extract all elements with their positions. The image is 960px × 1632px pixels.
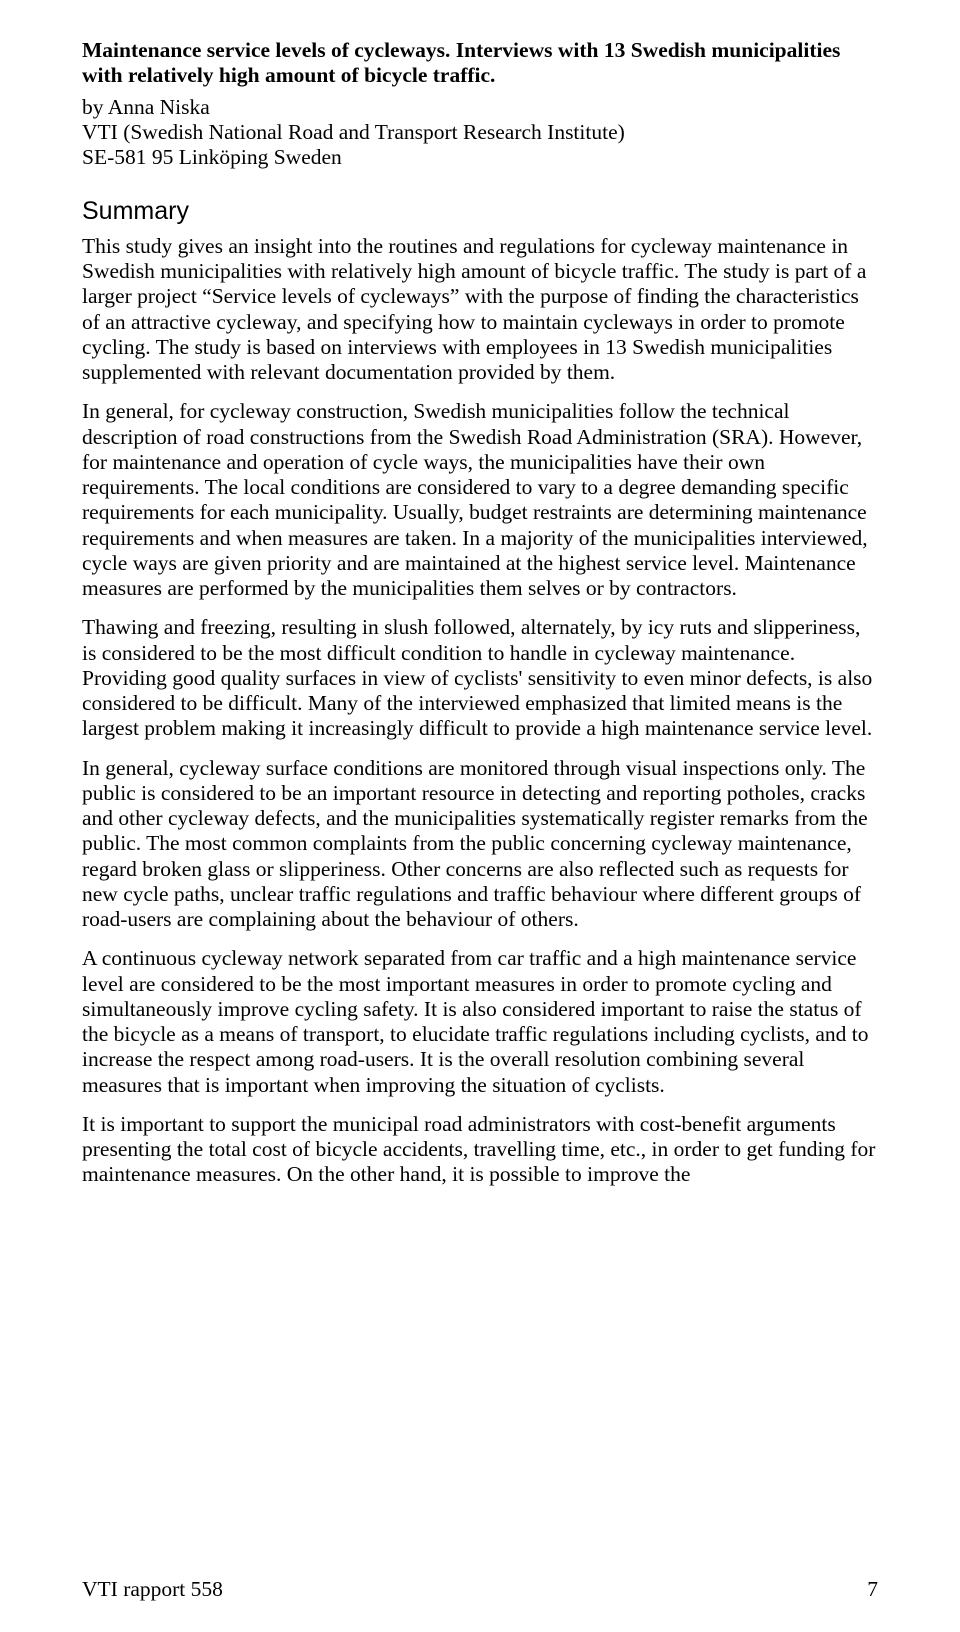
paragraph: A continuous cycleway network separated … (82, 946, 878, 1098)
paragraph: Thawing and freezing, resulting in slush… (82, 615, 878, 741)
byline-org: VTI (Swedish National Road and Transport… (82, 120, 878, 145)
document-title: Maintenance service levels of cycleways.… (82, 38, 878, 89)
paragraph: It is important to support the municipal… (82, 1112, 878, 1188)
summary-heading: Summary (82, 197, 878, 226)
paragraph: In general, for cycleway construction, S… (82, 399, 878, 601)
paragraph: In general, cycleway surface conditions … (82, 756, 878, 933)
paragraph: This study gives an insight into the rou… (82, 234, 878, 386)
footer-report-id: VTI rapport 558 (82, 1577, 223, 1602)
document-page: Maintenance service levels of cycleways.… (0, 0, 960, 1632)
byline-author: by Anna Niska (82, 95, 878, 120)
page-footer: VTI rapport 558 7 (82, 1577, 878, 1602)
footer-page-number: 7 (867, 1577, 878, 1602)
document-byline: by Anna Niska VTI (Swedish National Road… (82, 95, 878, 171)
byline-address: SE-581 95 Linköping Sweden (82, 145, 878, 170)
